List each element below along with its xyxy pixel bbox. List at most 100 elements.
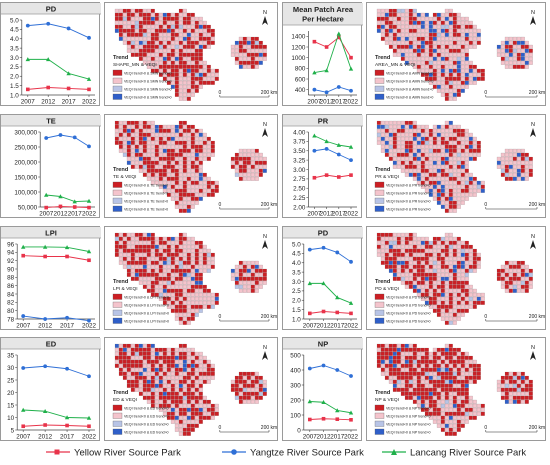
map-legend-item: VEQI trend<0 & PR trend<0 [386, 192, 431, 196]
series-line [314, 174, 352, 179]
map-legend-item: VEQI trend>0 & TE trend<0 [124, 184, 168, 188]
x-tick-label: 2022 [82, 323, 97, 330]
y-tick-label: 35 [7, 352, 15, 359]
map-legend-subtitle: AREA_MN & VEQI [375, 62, 416, 68]
map-legend-swatch [374, 69, 385, 76]
chart-svg: PD 1.0 1.5 2.0 2.5 3.0 3.5 4.0 4.5 5.0 2007 2012 201… [1, 3, 101, 106]
chart-title-bar [1, 3, 101, 14]
x-tick-label: 2012 [53, 211, 68, 218]
data-point [21, 424, 25, 429]
x-tick-label: 2022 [82, 434, 97, 441]
y-tick-label: 90 [7, 266, 15, 273]
north-label: N [263, 345, 267, 351]
map-legend-swatch [374, 428, 385, 435]
scale-label-end: 200 km [529, 202, 545, 208]
legend-marker-lancang [391, 449, 397, 455]
y-tick-label: 0 [297, 427, 301, 434]
data-point [312, 70, 317, 75]
series-line [46, 194, 90, 203]
y-tick-label: 15 [7, 402, 15, 409]
data-point [44, 192, 49, 197]
y-tick-label: 84 [7, 291, 15, 298]
data-point [336, 152, 341, 157]
y-tick-label: 1000 [291, 55, 306, 62]
series-line [309, 365, 352, 377]
data-point [337, 175, 341, 179]
map-legend-item: VEQI trend<0 & PR trend>0 [386, 200, 431, 204]
data-point [349, 418, 353, 422]
chart-panel: PD 1.0 1.5 2.0 2.5 3.0 3.5 4.0 4.5 5.0 2007 2012 201… [0, 2, 101, 106]
map-legend-subtitle: ED & VEQI [113, 397, 137, 403]
y-tick-label: 80 [7, 308, 15, 315]
x-tick-label: 2012 [41, 99, 56, 106]
y-tick-label: 300 [290, 382, 301, 389]
x-tick-label: 2007 [307, 99, 322, 106]
figure-legend: Yellow River Source Park Yangtze River S… [0, 444, 550, 460]
map-legend-subtitle: PR & VEQI [375, 174, 399, 180]
y-tick-label: 94 [7, 250, 15, 257]
x-tick-label: 2022 [344, 434, 359, 441]
chart-panel: PR 2.00 2.25 2.50 2.75 3.00 3.25 3.50 3.75 4.00 20… [282, 114, 363, 218]
north-label: N [531, 345, 535, 351]
data-point [349, 55, 353, 60]
scale-label-start: 0 [218, 202, 221, 208]
chart-title: TE [46, 117, 56, 126]
x-tick-label: 2017 [62, 99, 77, 106]
data-point [65, 315, 69, 320]
map-grid [376, 232, 533, 325]
data-point [72, 135, 77, 140]
chart-title-bar [1, 115, 101, 126]
map-legend-swatch [112, 205, 123, 212]
map-legend-item: VEQI trend>0 & PR trend>0 [386, 208, 431, 212]
map-legend-swatch [374, 205, 385, 212]
data-point [21, 253, 25, 258]
chart-title-bar [1, 227, 101, 238]
legend-marker-yangtze [231, 449, 237, 455]
x-tick-label: 2012 [320, 211, 335, 218]
data-point [349, 311, 353, 316]
x-tick-label: 2007 [303, 323, 318, 330]
map-legend-title: Trend [375, 279, 391, 285]
data-point [65, 254, 69, 259]
x-tick-label: 2007 [16, 434, 31, 441]
data-point [312, 148, 317, 153]
scale-label-end: 200 km [261, 90, 277, 96]
y-tick-label: 2.0 [10, 74, 19, 81]
x-tick-label: 2012 [320, 99, 335, 106]
data-point [25, 23, 30, 28]
map-legend-swatch [374, 93, 385, 100]
y-tick-label: 78 [7, 316, 15, 323]
scale-label-end: 200 km [261, 314, 277, 320]
data-point [336, 85, 341, 89]
chart-panel: NP 0 100 200 300 400 500 2007 2012 2017 2022 [282, 337, 363, 441]
y-tick-label: 2.5 [292, 288, 301, 295]
scale-label-end: 200 km [261, 202, 277, 208]
scale-label-start: 0 [484, 425, 487, 431]
scale-label-start: 0 [484, 202, 487, 208]
data-point [335, 295, 340, 300]
y-tick-label: 100 [290, 412, 301, 419]
data-point [87, 35, 91, 40]
map-legend-swatch [374, 181, 385, 188]
map-panel: N Trend SHAPE_MN & VEQI VEQI trend>0 & SMN … [104, 2, 278, 106]
y-tick-label: 600 [295, 76, 306, 83]
x-tick-label: 2017 [332, 211, 347, 218]
x-tick-label: 2022 [344, 323, 359, 330]
data-point [321, 245, 326, 250]
x-tick-label: 2012 [38, 434, 53, 441]
y-tick-label: 1.5 [292, 307, 301, 314]
map-legend-item: VEQI trend<0 & NP trend>0 [386, 423, 430, 427]
chart-title: LPI [45, 229, 57, 238]
data-point [335, 368, 340, 372]
data-point [46, 21, 51, 26]
north-arrow-icon [262, 351, 268, 360]
map-legend-swatch [112, 181, 123, 188]
map-legend-swatch [112, 293, 123, 300]
data-point [43, 317, 48, 321]
y-tick-label: 25 [7, 377, 15, 384]
data-point [65, 423, 69, 428]
map-grid [376, 8, 533, 101]
